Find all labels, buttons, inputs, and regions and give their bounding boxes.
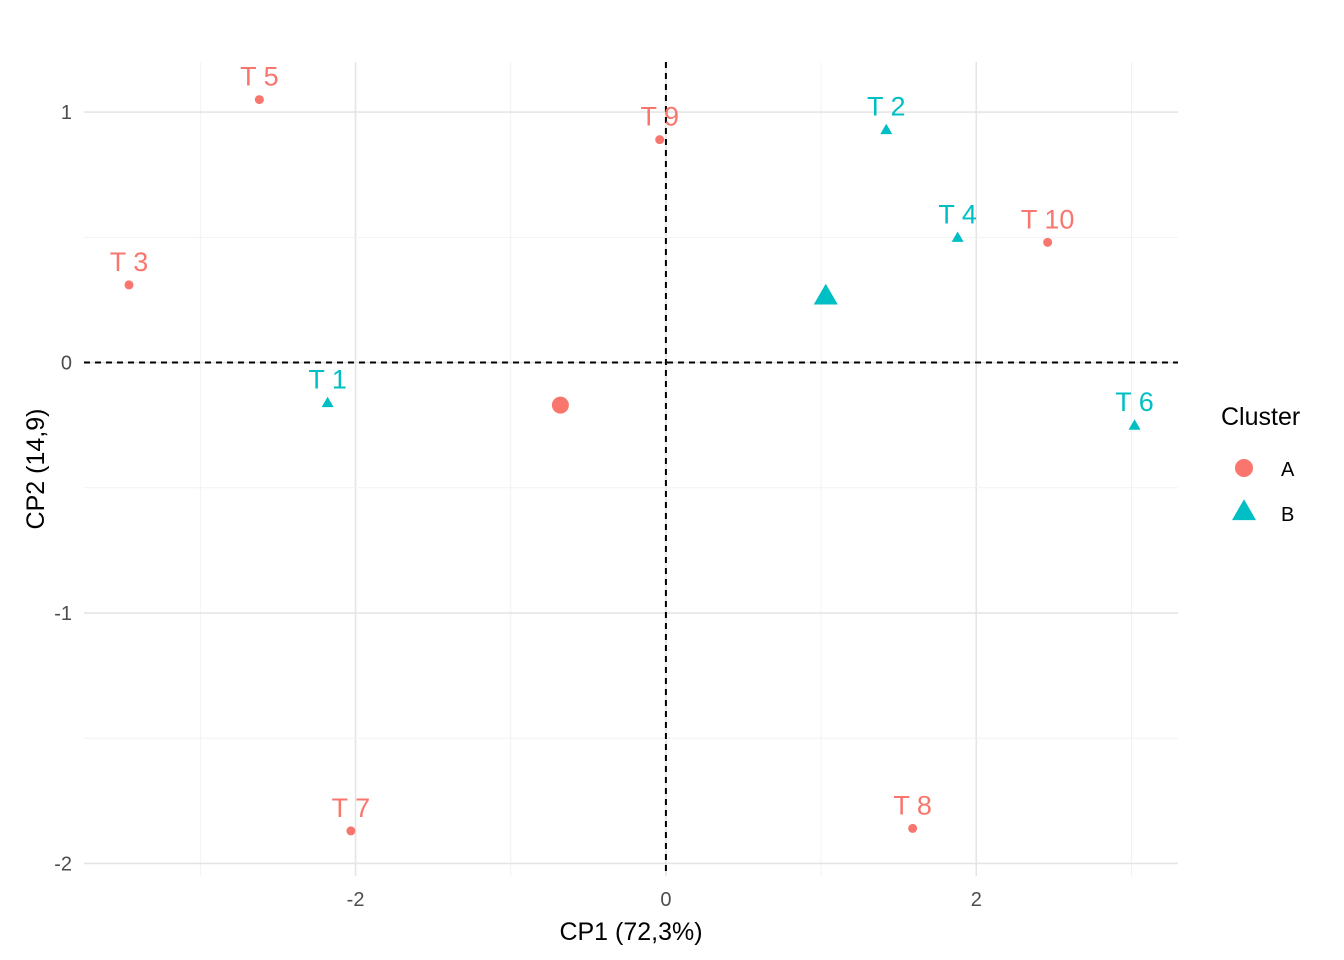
data-point: [321, 396, 334, 408]
data-point: [951, 231, 964, 242]
point-label: T 1: [308, 365, 347, 395]
data-point: [1043, 237, 1053, 247]
cluster-centroids: [551, 283, 838, 414]
x-tick-label: -2: [347, 889, 365, 911]
x-axis-title: CP1 (72,3%): [559, 918, 702, 946]
legend-key-triangle-icon: [1232, 499, 1256, 521]
cluster-centroid: [551, 396, 569, 414]
point-label: T 8: [893, 790, 932, 820]
point-label: T 9: [640, 102, 679, 132]
point-label: T 7: [332, 793, 371, 823]
x-tick-label: 2: [971, 889, 982, 911]
point-label: T 6: [1115, 387, 1154, 417]
cluster-centroid: [813, 283, 838, 305]
data-point: [254, 95, 264, 105]
point-label: T 2: [867, 92, 906, 122]
legend: Cluster A B: [1221, 403, 1300, 526]
legend-key-circle-icon: [1235, 459, 1253, 477]
data-point: [908, 823, 918, 833]
legend-title: Cluster: [1221, 403, 1300, 431]
point-labels: T 5 T 9 T 2 T 4 T 10 T 3 T 1 T 6 T 7 T 8: [110, 62, 1154, 823]
point-label: T 4: [938, 199, 977, 229]
y-tick-label: -2: [54, 853, 72, 875]
point-label: T 10: [1021, 204, 1075, 234]
y-tick-label: -1: [54, 603, 72, 625]
data-points: [124, 95, 1141, 836]
y-tick-label: 1: [61, 102, 72, 124]
data-point: [346, 826, 356, 836]
legend-label: A: [1281, 459, 1295, 481]
data-point: [1128, 419, 1141, 430]
x-tick-label: 0: [660, 889, 671, 911]
data-point: [655, 135, 665, 145]
y-tick-label: 0: [61, 353, 72, 375]
data-point: [124, 280, 134, 290]
grid-lines: [84, 62, 1178, 876]
tick-labels: -2 0 2 -2 -1 0 1: [54, 102, 982, 911]
data-point: [880, 123, 893, 135]
point-label: T 3: [110, 247, 149, 277]
y-axis-title: CP2 (14,9): [22, 409, 50, 530]
point-label: T 5: [240, 62, 279, 92]
reference-lines: [84, 62, 1178, 876]
legend-label: B: [1281, 504, 1294, 526]
